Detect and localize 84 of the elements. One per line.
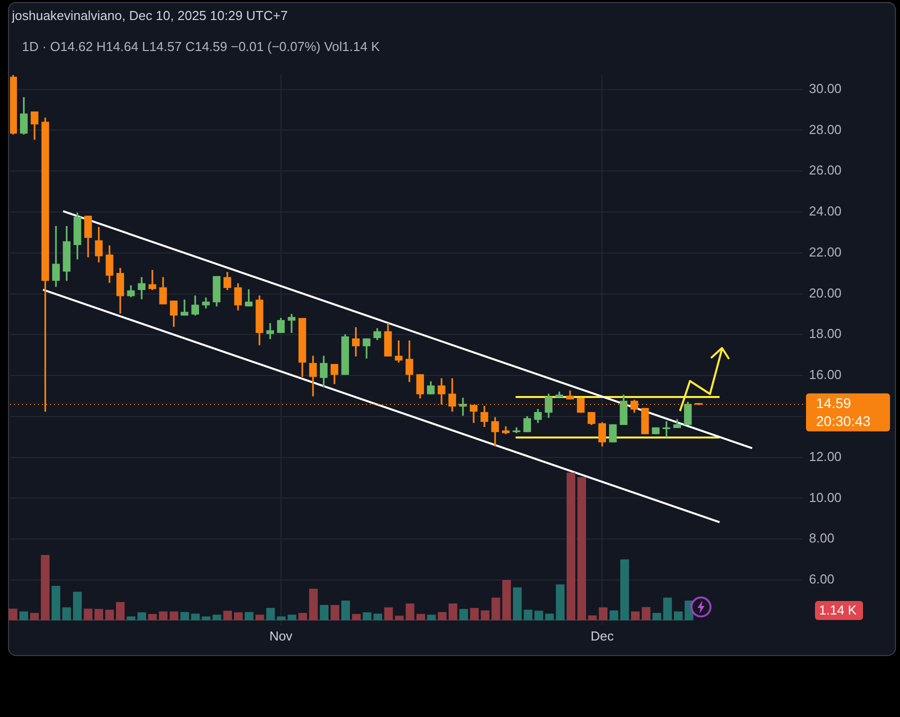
x-tick-label: Dec — [590, 628, 614, 644]
bar — [459, 608, 468, 620]
bar — [148, 614, 157, 620]
candlestick — [662, 421, 670, 438]
bar — [588, 615, 597, 620]
bar — [394, 616, 404, 620]
bar — [223, 610, 232, 620]
y-tick-label: 16.00 — [809, 367, 842, 382]
bar — [384, 607, 393, 620]
bar — [534, 610, 544, 620]
bar — [158, 611, 168, 620]
bar — [320, 604, 329, 620]
bar — [341, 600, 350, 620]
bar — [663, 598, 672, 620]
bar — [191, 614, 200, 620]
bar — [330, 604, 340, 620]
bar — [52, 586, 60, 620]
bar — [309, 588, 318, 620]
bar — [577, 477, 586, 620]
bar — [598, 607, 608, 620]
bar — [512, 587, 522, 620]
y-tick-label: 30.00 — [809, 80, 842, 96]
bar — [288, 614, 296, 620]
bar — [610, 610, 618, 620]
bar — [30, 612, 39, 620]
bar — [545, 614, 554, 620]
bar — [234, 612, 243, 620]
bar — [180, 612, 190, 620]
bar — [212, 614, 222, 620]
bar — [566, 472, 576, 620]
bar — [170, 611, 178, 620]
bar — [105, 610, 114, 620]
bar — [276, 616, 286, 620]
bar — [255, 614, 264, 620]
bar — [266, 608, 275, 620]
bar — [362, 612, 372, 620]
bar — [438, 612, 447, 620]
y-tick-label: 12.00 — [809, 448, 842, 464]
y-tick-label: 18.00 — [809, 326, 842, 342]
bar — [492, 598, 500, 620]
bar — [8, 608, 18, 620]
x-tick-label: Nov — [269, 628, 293, 644]
bar — [631, 611, 640, 620]
bar — [524, 610, 532, 620]
y-tick-label: 22.00 — [809, 244, 842, 260]
y-tick-label: 26.00 — [809, 162, 842, 178]
bar — [556, 584, 565, 620]
bar — [427, 614, 436, 620]
y-tick-label: 6.00 — [809, 572, 834, 587]
bar — [502, 580, 511, 620]
bar — [416, 614, 426, 620]
candlestick — [180, 300, 188, 316]
bar — [244, 612, 254, 620]
chart-subtitle: 1D · O14.62 H14.64 L14.57 C14.59 −0.01 (−0.07%) Vol1.14 K — [22, 39, 380, 54]
bar — [620, 559, 629, 620]
bar — [470, 608, 479, 620]
bar — [642, 607, 650, 620]
bar — [84, 608, 92, 620]
bar — [373, 614, 382, 620]
y-tick-label: 28.00 — [809, 122, 842, 137]
bar — [352, 614, 361, 620]
y-tick-label: 8.00 — [809, 530, 834, 546]
bar — [40, 554, 50, 620]
bar — [62, 607, 71, 620]
bar — [480, 610, 490, 620]
bar — [126, 616, 136, 620]
bar — [406, 604, 414, 620]
bar — [652, 612, 662, 620]
text: 1.14 K — [819, 602, 857, 618]
bar — [19, 611, 28, 620]
bar — [202, 616, 210, 620]
bar — [94, 608, 104, 620]
text: 20:30:43 — [816, 413, 871, 430]
bar — [448, 604, 458, 620]
y-tick-label: 20.00 — [809, 285, 842, 300]
bar — [137, 612, 146, 620]
bar — [73, 592, 82, 620]
y-tick-label: 24.00 — [809, 204, 842, 219]
ref-line-label: 14.59 — [816, 395, 852, 412]
bar — [674, 611, 683, 620]
bar — [116, 602, 125, 620]
y-tick-label: 10.00 — [809, 490, 842, 505]
chart-title: joshuakevinalviano, Dec 10, 2025 10:29 UTC+7 — [12, 8, 288, 23]
bar — [298, 612, 308, 620]
